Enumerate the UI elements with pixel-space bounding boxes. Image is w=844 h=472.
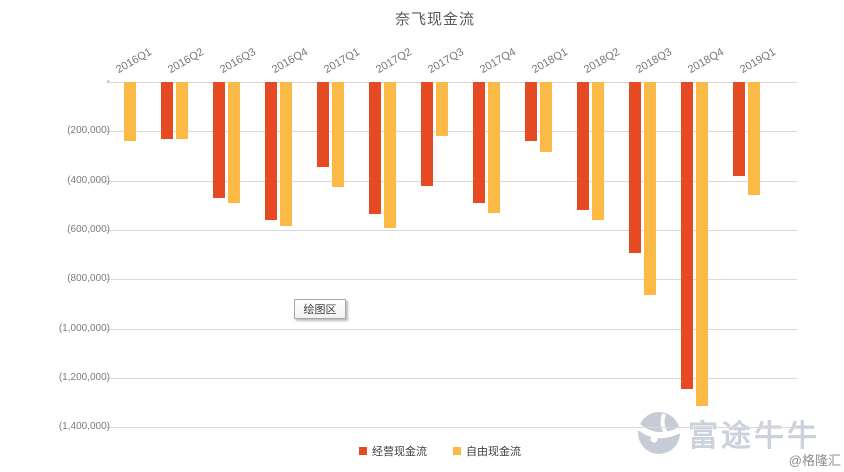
bar-operating-cash-flow-2018Q4[interactable] (681, 82, 693, 390)
futu-bull-logo-icon (636, 412, 682, 454)
bar-free-cash-flow-2016Q4[interactable] (280, 82, 292, 227)
x-tick-label: 2019Q1 (737, 46, 778, 76)
y-gridline (106, 131, 797, 133)
bar-operating-cash-flow-2016Q2[interactable] (161, 82, 173, 139)
bar-free-cash-flow-2017Q4[interactable] (488, 82, 500, 213)
chart-title: 奈飞现金流 (394, 11, 476, 28)
x-tick-label: 2017Q2 (373, 46, 414, 76)
legend-item-free-cash-flow[interactable]: 自由现金流 (453, 443, 521, 459)
y-gridline (106, 279, 797, 281)
bar-operating-cash-flow-2016Q3[interactable] (213, 82, 225, 198)
y-gridline (106, 427, 797, 429)
plot-area-tooltip-label: 绘图区 (303, 304, 337, 316)
bar-free-cash-flow-2019Q1[interactable] (748, 82, 760, 196)
gelonghui-credit: @格隆汇 (788, 453, 841, 468)
y-tick-label: (1,200,000) (58, 371, 110, 383)
bar-free-cash-flow-2018Q4[interactable] (696, 82, 708, 407)
y-tick-label: (600,000) (67, 223, 110, 235)
x-tick-label: 2017Q1 (321, 46, 362, 76)
bar-operating-cash-flow-2017Q2[interactable] (369, 82, 381, 214)
y-tick-label: (1,400,000) (58, 421, 110, 433)
y-tick-label: (200,000) (67, 125, 110, 137)
y-gridline (106, 82, 797, 83)
x-tick-label: 2016Q2 (165, 46, 206, 76)
x-tick-label: 2018Q1 (529, 46, 570, 76)
futu-watermark: 富途牛牛 (636, 410, 820, 456)
x-tick-label: 2017Q4 (477, 46, 518, 76)
bar-free-cash-flow-2018Q1[interactable] (540, 82, 552, 153)
bar-operating-cash-flow-2017Q4[interactable] (473, 82, 485, 203)
bar-free-cash-flow-2018Q2[interactable] (592, 82, 604, 221)
bar-free-cash-flow-2016Q1[interactable] (124, 82, 136, 142)
bar-operating-cash-flow-2016Q4[interactable] (265, 82, 277, 221)
bar-operating-cash-flow-2017Q3[interactable] (421, 82, 433, 186)
y-gridline (106, 180, 797, 182)
y-gridline (106, 328, 797, 330)
bar-operating-cash-flow-2018Q2[interactable] (577, 82, 589, 211)
x-tick-label: 2016Q3 (217, 46, 258, 76)
x-tick-label: 2018Q4 (685, 46, 726, 76)
bar-free-cash-flow-2017Q2[interactable] (384, 82, 396, 228)
bar-free-cash-flow-2018Q3[interactable] (644, 82, 656, 296)
legend-swatch-operating-cash-flow (359, 447, 367, 455)
x-tick-label: 2016Q4 (269, 46, 310, 76)
y-gridline (106, 229, 797, 231)
y-tick-label: (800,000) (67, 273, 110, 285)
bar-operating-cash-flow-2018Q1[interactable] (525, 82, 537, 142)
x-tick-label: 2018Q2 (581, 46, 622, 76)
x-tick-label: 2017Q3 (425, 46, 466, 76)
bar-free-cash-flow-2016Q2[interactable] (176, 82, 188, 140)
bar-operating-cash-flow-2017Q1[interactable] (317, 82, 329, 168)
y-tick-label: (400,000) (67, 174, 110, 186)
legend-label-free-cash-flow: 自由现金流 (466, 446, 521, 458)
x-tick-label: 2016Q1 (113, 46, 154, 76)
y-tick-label: (1,000,000) (58, 322, 110, 334)
legend-label-operating-cash-flow: 经营现金流 (372, 446, 427, 458)
bar-free-cash-flow-2017Q1[interactable] (332, 82, 344, 187)
legend-item-operating-cash-flow[interactable]: 经营现金流 (359, 443, 427, 459)
legend: 经营现金流 自由现金流 (0, 443, 844, 459)
watermark-brand-text: 富途牛牛 (688, 420, 820, 453)
y-tick-label: - (106, 76, 110, 87)
bar-free-cash-flow-2017Q3[interactable] (436, 82, 448, 137)
plot-area-tooltip: 绘图区 (294, 299, 346, 319)
x-tick-label: 2018Q3 (633, 46, 674, 76)
legend-swatch-free-cash-flow (453, 447, 461, 455)
bar-operating-cash-flow-2019Q1[interactable] (733, 82, 745, 176)
y-gridline (106, 377, 797, 379)
bar-operating-cash-flow-2018Q3[interactable] (629, 82, 641, 254)
bar-free-cash-flow-2016Q3[interactable] (228, 82, 240, 203)
